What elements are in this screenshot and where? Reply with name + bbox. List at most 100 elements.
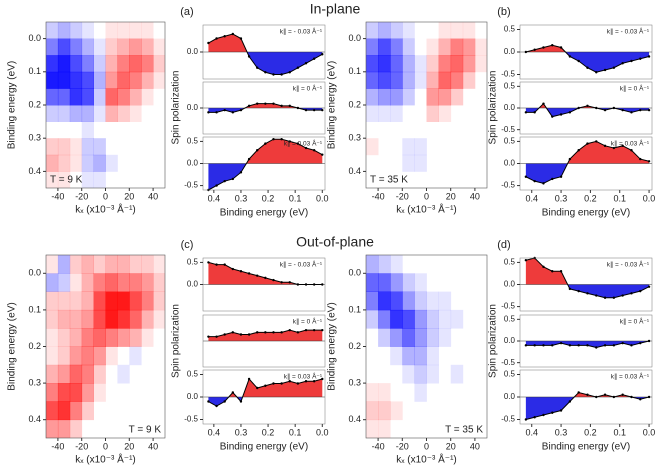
heatmap-cell	[69, 88, 83, 106]
heatmap-cell	[414, 383, 427, 402]
heatmap-cell	[153, 383, 165, 402]
heatmap-cell	[81, 138, 94, 156]
data-point	[524, 50, 528, 54]
x-tick-label: 0.2	[262, 427, 275, 437]
data-point	[215, 37, 218, 40]
heatmap-cell	[414, 364, 427, 384]
heatmap-cell	[46, 309, 59, 329]
data-point	[288, 281, 291, 284]
data-point	[321, 377, 324, 381]
data-point	[568, 287, 572, 291]
heatmap-cell	[378, 347, 391, 366]
x-tick-label: 0.2	[584, 427, 597, 437]
heatmap-cell	[390, 122, 403, 139]
heatmap-cell	[414, 105, 427, 122]
y-tick-label: 0.0	[187, 47, 199, 56]
heatmap-cell	[366, 365, 379, 384]
temperature-label: T = 9 K	[129, 425, 162, 436]
heatmap-cell	[378, 105, 391, 122]
heatmap-cell	[46, 383, 59, 402]
data-point	[551, 177, 554, 181]
heatmap-cell	[366, 291, 379, 311]
heatmap-cell	[475, 122, 488, 139]
heatmap-cell	[82, 420, 94, 439]
data-point	[551, 270, 554, 273]
y-tick-label: -0.5	[501, 70, 515, 79]
y-tick-label: 0.3	[348, 377, 361, 387]
heatmap-cell	[438, 55, 452, 73]
heatmap-cell	[46, 55, 59, 73]
data-point	[542, 265, 545, 269]
heatmap-cell	[94, 22, 106, 39]
data-point	[647, 285, 651, 288]
y-tick-label: 0.0	[504, 336, 516, 345]
heatmap-cell	[439, 255, 452, 274]
y-tick-label: 0.0	[187, 280, 199, 289]
heatmap-cell	[129, 383, 141, 402]
heatmap-cell	[451, 401, 464, 420]
heatmap-cell	[81, 121, 94, 139]
x-tick-label: 20	[446, 191, 456, 201]
heatmap-cell	[69, 138, 83, 156]
data-point	[296, 331, 300, 334]
data-point	[296, 66, 300, 69]
x-tick-label: 0.0	[643, 427, 656, 437]
negative-area	[525, 397, 650, 420]
data-point	[542, 102, 545, 105]
heatmap-cell	[378, 255, 391, 274]
heatmap-cell	[105, 328, 118, 347]
data-point	[630, 59, 633, 63]
heatmap-cell	[153, 155, 165, 172]
heatmap-cell	[69, 71, 83, 89]
data-point	[568, 400, 572, 403]
heatmap-cell	[414, 273, 427, 292]
heatmap-cell	[141, 122, 153, 139]
y-tick-label: 0.0	[504, 280, 516, 289]
heatmap-cell	[427, 383, 440, 402]
subplot-label: k∥ = 0.03 Å⁻¹	[284, 372, 323, 381]
heatmap-cell	[93, 328, 106, 347]
heatmap-cell	[438, 328, 452, 347]
x-tick-label: 0.4	[208, 427, 221, 437]
heatmap-cell	[366, 122, 379, 139]
heatmap-cell	[366, 71, 379, 89]
data-point	[207, 261, 210, 264]
heatmap-cell	[390, 328, 403, 347]
data-point	[280, 73, 283, 76]
heatmap-cell	[390, 105, 403, 122]
data-point	[621, 341, 624, 345]
heatmap-cell	[69, 22, 83, 39]
heatmap-cell	[106, 401, 118, 420]
heatmap-cell	[129, 291, 142, 311]
heatmap-cell	[57, 346, 71, 366]
heatmap-cell	[402, 88, 415, 106]
heatmap-cell	[439, 122, 452, 139]
heatmap-cell	[57, 71, 71, 89]
x-tick-label: 40	[470, 441, 480, 451]
heatmap-cell	[93, 383, 106, 402]
heatmap-cell	[475, 365, 488, 384]
data-point	[312, 57, 316, 60]
heatmap-cell	[46, 328, 59, 347]
heatmap-cell	[93, 171, 106, 188]
heatmap-cell	[153, 138, 165, 155]
data-point	[239, 333, 243, 336]
data-point	[612, 66, 616, 69]
x-tick-label: 0	[103, 191, 108, 201]
heatmap-cell	[427, 273, 440, 292]
heatmap-cell	[105, 154, 118, 172]
heatmap-cell	[46, 171, 59, 188]
heatmap-cell	[390, 155, 403, 172]
heatmap-cell	[129, 365, 141, 384]
heatmap-cell	[402, 291, 415, 311]
heatmap-cell	[390, 88, 403, 106]
heatmap-cell	[378, 22, 391, 39]
data-point	[639, 398, 642, 401]
heatmap-cell	[153, 55, 165, 73]
heatmap-cell	[427, 420, 440, 439]
heatmap-cell	[378, 273, 391, 292]
heatmap-cell	[153, 273, 165, 292]
heatmap-cell	[390, 71, 403, 89]
data-point	[247, 55, 251, 58]
heatmap-cell	[438, 105, 452, 122]
